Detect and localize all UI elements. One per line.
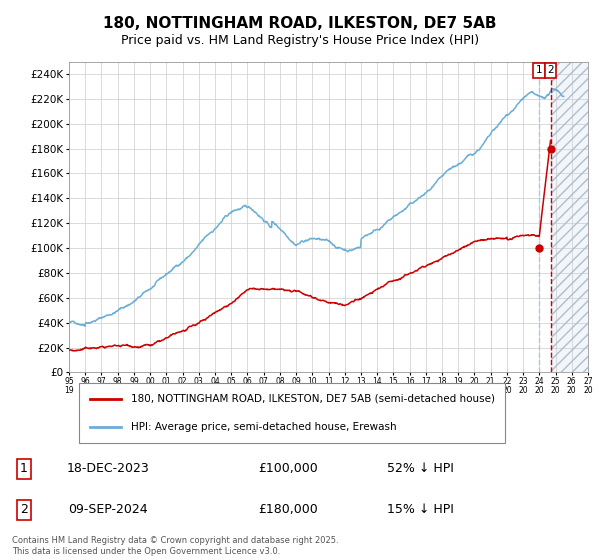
FancyBboxPatch shape (79, 384, 505, 442)
Text: £180,000: £180,000 (258, 503, 318, 516)
Text: 180, NOTTINGHAM ROAD, ILKESTON, DE7 5AB (semi-detached house): 180, NOTTINGHAM ROAD, ILKESTON, DE7 5AB … (131, 394, 495, 404)
Text: Price paid vs. HM Land Registry's House Price Index (HPI): Price paid vs. HM Land Registry's House … (121, 34, 479, 48)
Text: 52% ↓ HPI: 52% ↓ HPI (386, 463, 454, 475)
Text: 1: 1 (535, 66, 542, 75)
Text: 2: 2 (20, 503, 28, 516)
Text: £100,000: £100,000 (258, 463, 318, 475)
Text: 2: 2 (547, 66, 554, 75)
Text: 09-SEP-2024: 09-SEP-2024 (68, 503, 148, 516)
Text: HPI: Average price, semi-detached house, Erewash: HPI: Average price, semi-detached house,… (131, 422, 397, 432)
Text: 180, NOTTINGHAM ROAD, ILKESTON, DE7 5AB: 180, NOTTINGHAM ROAD, ILKESTON, DE7 5AB (103, 16, 497, 31)
Text: 18-DEC-2023: 18-DEC-2023 (67, 463, 149, 475)
Text: 15% ↓ HPI: 15% ↓ HPI (386, 503, 454, 516)
Text: Contains HM Land Registry data © Crown copyright and database right 2025.
This d: Contains HM Land Registry data © Crown c… (12, 536, 338, 556)
Bar (551, 62, 588, 372)
Text: 1: 1 (20, 463, 28, 475)
